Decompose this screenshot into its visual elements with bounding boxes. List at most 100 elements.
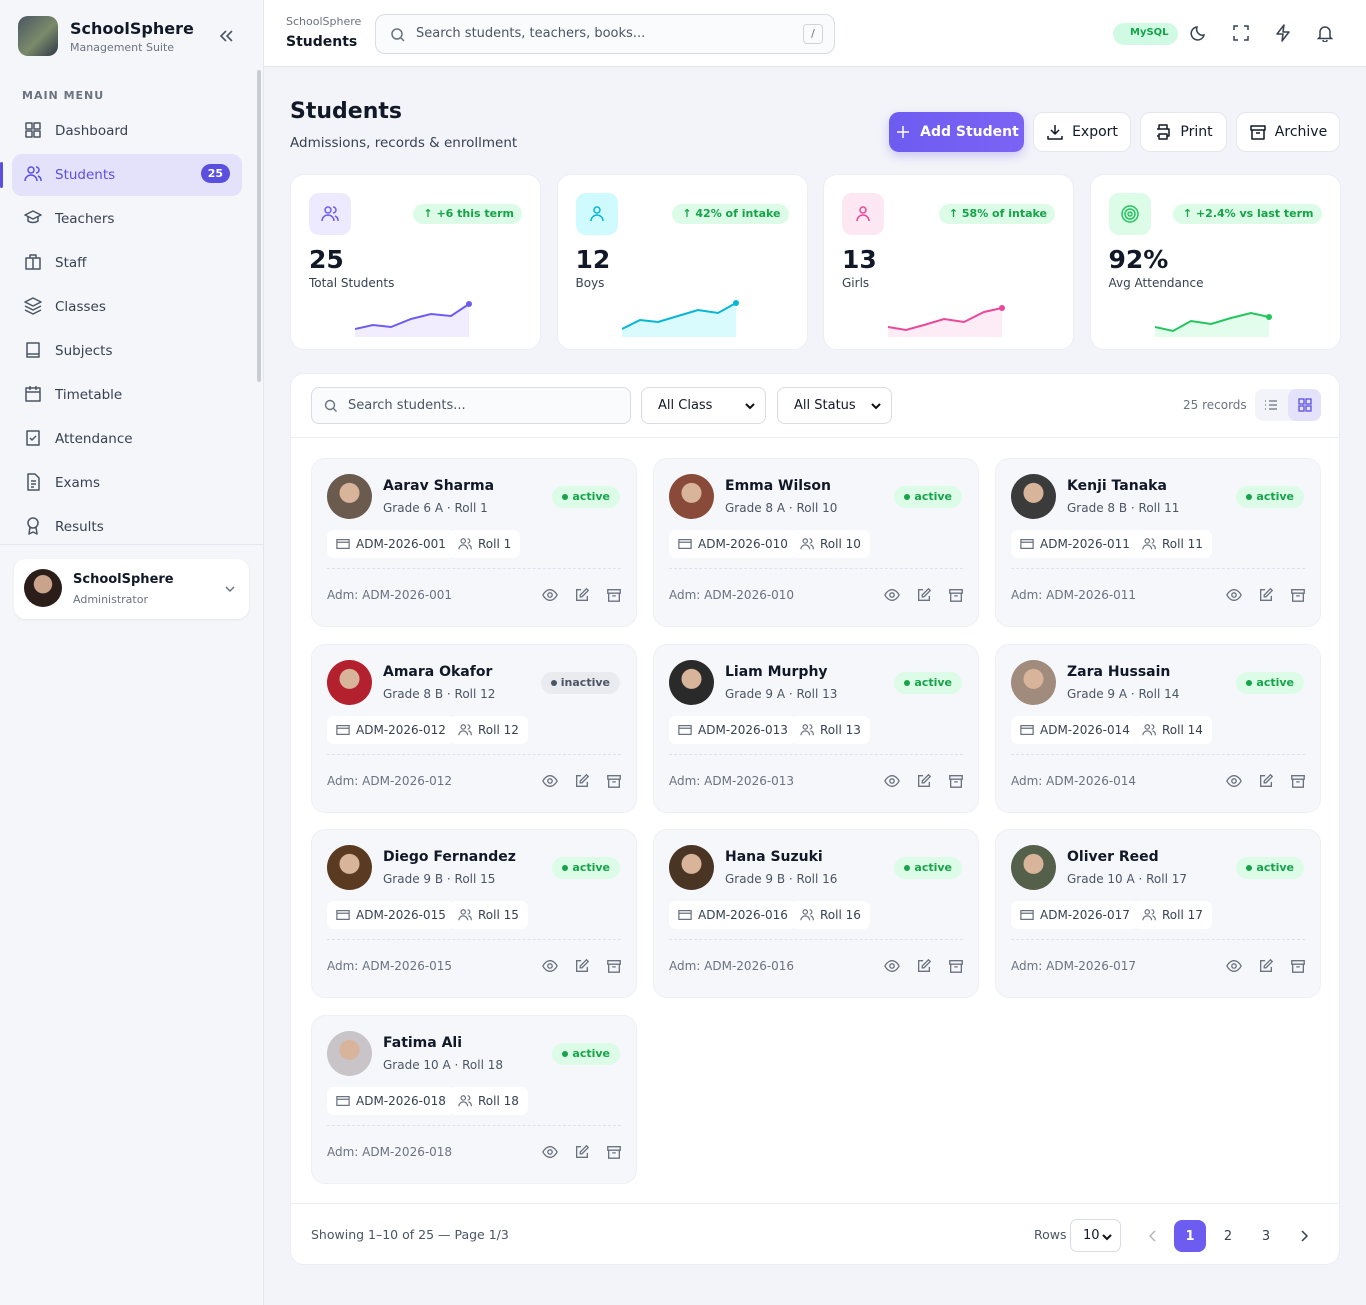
icon [25, 254, 41, 270]
status-pill: active [552, 486, 620, 508]
menu-item[interactable]: Teachers [12, 198, 242, 240]
student-card[interactable]: Emma Wilson Grade 8 A · Roll 10 active A… [653, 458, 979, 627]
student-card[interactable]: Diego Fernandez Grade 9 B · Roll 15 acti… [311, 829, 637, 998]
edit-button[interactable] [574, 587, 590, 603]
menu-label: Results [55, 519, 104, 535]
stat-trend: ↑ 58% of intake [938, 204, 1055, 224]
archive-button[interactable] [1290, 587, 1306, 603]
menu-item[interactable]: Attendance [12, 418, 242, 460]
view-button[interactable] [1226, 958, 1242, 974]
menu-item[interactable]: Subjects [12, 330, 242, 372]
view-button[interactable] [1226, 773, 1242, 789]
archive-button[interactable] [606, 958, 622, 974]
archive-button[interactable] [606, 773, 622, 789]
view-toggle [1255, 389, 1321, 421]
menu-item[interactable]: Exams [12, 462, 242, 504]
archive-button[interactable] [1290, 773, 1306, 789]
card-actions [542, 773, 622, 789]
scrollbar[interactable] [257, 70, 261, 382]
student-search[interactable]: Search students... [311, 387, 631, 424]
action-label: Archive [1274, 124, 1328, 140]
quick-actions[interactable] [1274, 24, 1292, 42]
icon [26, 342, 40, 358]
chip-icon [678, 724, 692, 735]
stat-label: Girls [842, 276, 870, 290]
edit-button[interactable] [916, 587, 932, 603]
stat-value: 13 [842, 245, 877, 274]
student-card[interactable]: Liam Murphy Grade 9 A · Roll 13 active A… [653, 643, 979, 813]
action-button[interactable]: Archive [1236, 112, 1340, 152]
prev-page[interactable] [1146, 1229, 1160, 1243]
archive-button[interactable] [606, 1144, 622, 1160]
view-button[interactable] [542, 958, 558, 974]
view-button[interactable] [1226, 587, 1242, 603]
archive-button[interactable] [948, 958, 964, 974]
edit-button[interactable] [916, 958, 932, 974]
stat-icon [575, 193, 618, 235]
action-button[interactable]: Export [1033, 112, 1131, 152]
archive-button[interactable] [948, 587, 964, 603]
student-card[interactable]: Amara Okafor Grade 8 B · Roll 12 inactiv… [311, 643, 637, 813]
edit-button[interactable] [916, 773, 932, 789]
archive-button[interactable] [1290, 958, 1306, 974]
student-card[interactable]: Oliver Reed Grade 10 A · Roll 17 active … [995, 829, 1321, 998]
edit-button[interactable] [574, 958, 590, 974]
status-pill: active [552, 1042, 620, 1065]
divider [0, 544, 263, 545]
view-button[interactable] [542, 587, 558, 603]
archive-button[interactable] [606, 587, 622, 603]
stat-value: 12 [575, 245, 611, 274]
student-card[interactable]: Hana Suzuki Grade 9 B · Roll 16 active A… [653, 829, 979, 998]
archive-button[interactable] [948, 773, 964, 789]
menu-item[interactable]: Students 25 [12, 154, 242, 196]
menu-item[interactable]: Classes [12, 286, 242, 328]
menu-item[interactable]: Dashboard [12, 110, 242, 152]
stat-icon [309, 193, 351, 235]
stat-value: 92% [1108, 245, 1169, 274]
roll-chip: Roll 12 [449, 715, 528, 744]
grid-view[interactable] [1288, 389, 1321, 421]
list-view[interactable] [1264, 398, 1278, 412]
edit-button[interactable] [574, 773, 590, 789]
next-page[interactable] [1297, 1229, 1311, 1243]
student-card[interactable]: Zara Hussain Grade 9 A · Roll 14 active … [995, 643, 1321, 813]
edit-button[interactable] [574, 1144, 590, 1160]
collapse-button[interactable] [218, 28, 234, 44]
menu-label: Attendance [55, 431, 133, 447]
class-select[interactable]: All Class [641, 387, 766, 424]
menu-item[interactable]: Staff [12, 242, 242, 284]
page-button[interactable]: 3 [1261, 1228, 1271, 1244]
fullscreen-button[interactable] [1232, 24, 1250, 42]
view-button[interactable] [542, 773, 558, 789]
student-card[interactable]: Aarav Sharma Grade 6 A · Roll 1 active A… [311, 458, 637, 627]
page-button[interactable]: 2 [1223, 1228, 1233, 1244]
adm-number: ADM-2026-012 [356, 722, 446, 737]
theme-toggle[interactable] [1190, 24, 1208, 42]
student-name: Liam Murphy [725, 663, 828, 680]
action-button[interactable]: Add Student [889, 112, 1024, 152]
user-card[interactable]: SchoolSphere Administrator [14, 559, 249, 619]
edit-button[interactable] [1258, 587, 1274, 603]
view-button[interactable] [884, 587, 900, 603]
stat-card: ↑ 42% of intake 12 Boys [556, 174, 808, 350]
page-button[interactable]: 1 [1174, 1220, 1206, 1252]
student-avatar [1011, 474, 1056, 519]
student-card[interactable]: Kenji Tanaka Grade 8 B · Roll 11 active … [995, 458, 1321, 627]
view-button[interactable] [884, 773, 900, 789]
menu-item[interactable]: Results [12, 506, 242, 548]
status-select[interactable]: All Status [777, 387, 892, 424]
view-button[interactable] [542, 1144, 558, 1160]
edit-button[interactable] [1258, 773, 1274, 789]
student-card[interactable]: Fatima Ali Grade 10 A · Roll 18 active A… [311, 1014, 637, 1184]
action-button[interactable]: Print [1140, 112, 1227, 152]
view-button[interactable] [884, 958, 900, 974]
pagination-summary: Showing 1–10 of 25 — Page 1/3 [311, 1227, 509, 1242]
global-search[interactable]: Search students, teachers, books... / [375, 14, 835, 54]
edit-button[interactable] [1258, 958, 1274, 974]
notifications[interactable] [1316, 24, 1334, 42]
card-actions [1226, 773, 1306, 789]
rows-select[interactable]: 10 [1070, 1219, 1121, 1252]
student-class: Grade 9 B · Roll 15 [383, 872, 496, 886]
menu-item[interactable]: Timetable [12, 374, 242, 416]
menu-label: Exams [55, 475, 100, 491]
